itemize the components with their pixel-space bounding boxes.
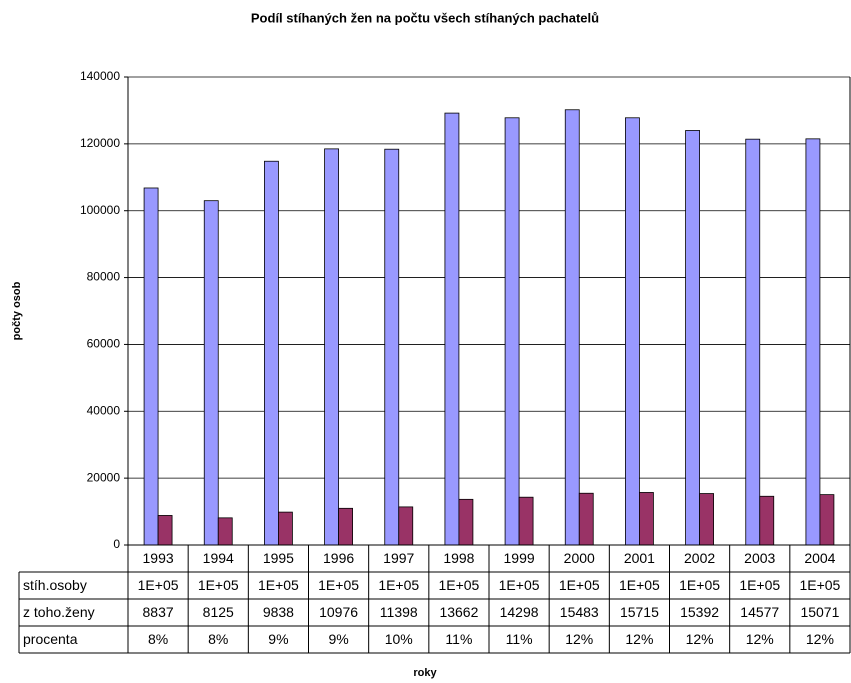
bar [819, 494, 835, 546]
table-cell: 15071 [800, 604, 839, 620]
bar [444, 112, 460, 546]
table-cell: 12% [686, 631, 714, 647]
x-tick-label: 1995 [263, 550, 294, 566]
table-cell: 8125 [203, 604, 234, 620]
bar [699, 493, 714, 546]
bar [759, 495, 775, 546]
table-cell: 1E+05 [739, 577, 780, 593]
y-tick-label: 60000 [87, 337, 121, 351]
bar [745, 138, 761, 546]
bar [639, 492, 654, 546]
table-cell: 1E+05 [318, 577, 359, 593]
table-row-header: procenta [23, 631, 78, 647]
chart-title: Podíl stíhaných žen na počtu všech stíha… [251, 10, 599, 25]
x-tick-label: 1999 [504, 550, 535, 566]
table-cell: 14577 [740, 604, 779, 620]
table-cell: 11% [445, 631, 472, 647]
table-cell: 1E+05 [438, 577, 479, 593]
bar [504, 117, 520, 546]
y-axis-label: počty osob [11, 281, 23, 340]
x-tick-label: 2001 [624, 550, 655, 566]
table-cell: 8837 [143, 604, 174, 620]
bar [805, 138, 821, 546]
bar [264, 160, 279, 546]
table-row-header: z toho.ženy [23, 604, 95, 620]
y-tick-label: 0 [113, 537, 120, 551]
bar [578, 492, 594, 546]
table-cell: 8% [148, 631, 168, 647]
bar [217, 517, 233, 546]
table-cell: 1E+05 [499, 577, 540, 593]
x-tick-label: 2000 [564, 550, 595, 566]
y-tick-label: 40000 [87, 403, 121, 417]
table-cell: 10976 [319, 604, 358, 620]
y-tick-label: 20000 [87, 470, 121, 484]
table-cell: 8% [208, 631, 228, 647]
bar [143, 187, 159, 546]
y-tick-label: 120000 [80, 136, 120, 150]
table-cell: 1E+05 [799, 577, 840, 593]
x-tick-label: 2003 [744, 550, 775, 566]
table-cell: 12% [565, 631, 593, 647]
table-cell: 15715 [620, 604, 659, 620]
table-cell: 1E+05 [559, 577, 600, 593]
table-cell: 12% [806, 631, 834, 647]
table-cell: 11398 [380, 604, 418, 620]
y-tick-label: 100000 [80, 203, 120, 217]
x-tick-label: 1998 [443, 550, 474, 566]
bar [203, 200, 219, 546]
bar [398, 506, 414, 546]
table-cell: 1E+05 [679, 577, 720, 593]
table-cell: 9% [328, 631, 348, 647]
table-row-header: stíh.osoby [23, 577, 87, 593]
bar [564, 109, 580, 546]
bar [518, 496, 534, 546]
table-cell: 12% [746, 631, 774, 647]
x-tick-label: 2004 [804, 550, 835, 566]
bar [278, 511, 293, 546]
table-cell: 1E+05 [138, 577, 179, 593]
bar [338, 507, 353, 546]
table-cell: 1E+05 [198, 577, 239, 593]
bar [458, 498, 474, 546]
x-tick-label: 2002 [684, 550, 715, 566]
table-cell: 11% [506, 631, 533, 647]
table-cell: 15392 [680, 604, 719, 620]
x-tick-label: 1994 [203, 550, 234, 566]
table-cell: 15483 [560, 604, 599, 620]
x-tick-label: 1993 [143, 550, 174, 566]
y-tick-label: 80000 [87, 270, 121, 284]
table-cell: 9838 [263, 604, 294, 620]
bar [384, 148, 400, 546]
x-tick-label: 1996 [323, 550, 354, 566]
bar [625, 117, 640, 546]
y-tick-label: 140000 [80, 69, 120, 83]
bar [157, 515, 173, 546]
table-cell: 9% [268, 631, 288, 647]
bar [685, 130, 700, 546]
bar [324, 148, 339, 546]
x-tick-label: 1997 [383, 550, 414, 566]
table-cell: 10% [385, 631, 413, 647]
table-cell: 1E+05 [258, 577, 299, 593]
table-cell: 13662 [439, 604, 478, 620]
table-cell: 14298 [500, 604, 539, 620]
table-cell: 1E+05 [378, 577, 419, 593]
table-cell: 12% [625, 631, 653, 647]
table-cell: 1E+05 [619, 577, 660, 593]
x-axis-label: roky [413, 667, 437, 679]
